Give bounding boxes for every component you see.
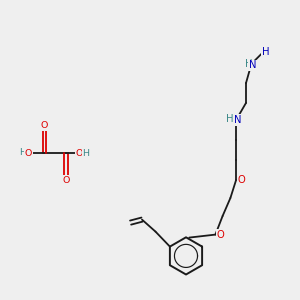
Text: O: O (41, 121, 48, 130)
Text: N: N (234, 115, 241, 125)
Text: H: H (19, 148, 26, 157)
Text: O: O (25, 148, 32, 158)
Text: N: N (249, 60, 256, 70)
Text: O: O (217, 230, 225, 240)
Text: O: O (238, 175, 245, 185)
Text: H: H (82, 148, 90, 158)
Text: H: H (262, 47, 270, 57)
Text: H: H (245, 59, 253, 69)
Text: O: O (62, 176, 70, 185)
Text: H: H (226, 114, 233, 124)
Text: O: O (76, 148, 83, 158)
